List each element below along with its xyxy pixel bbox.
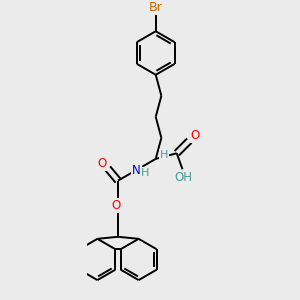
Text: N: N bbox=[132, 164, 141, 177]
Text: H: H bbox=[160, 150, 168, 160]
Text: O: O bbox=[111, 199, 120, 212]
Text: H: H bbox=[141, 168, 149, 178]
Text: OH: OH bbox=[175, 171, 193, 184]
Text: O: O bbox=[190, 129, 199, 142]
Text: Br: Br bbox=[149, 1, 163, 14]
Text: O: O bbox=[98, 157, 106, 170]
